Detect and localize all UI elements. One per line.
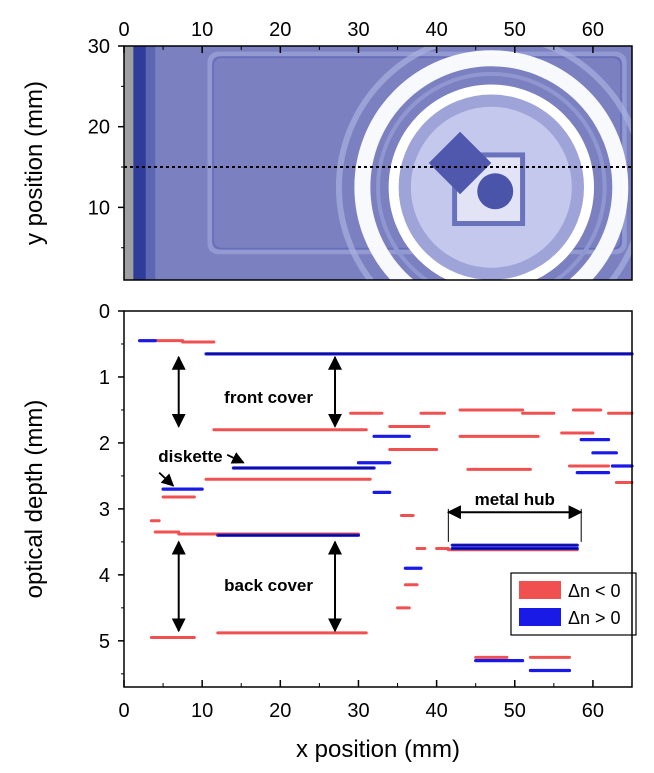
bottom-segments [138, 339, 634, 673]
annotation-front-cover: front cover [224, 388, 313, 407]
bottom-y-tick-label: 4 [99, 565, 110, 587]
top-frame [123, 45, 633, 281]
scan-circle [477, 173, 514, 210]
top-y-ticks: 10 20 30 [88, 36, 124, 249]
bottom-y-ticks: 0 1 2 3 4 5 [99, 301, 124, 675]
bottom-panel: front cover diskette metal hub back cover Δ… [21, 301, 637, 763]
top-x-tick-label: 60 [582, 19, 604, 41]
legend-swatch [519, 608, 561, 626]
top-x-tick-label: 30 [347, 19, 369, 41]
bottom-y-tick-label: 2 [99, 433, 110, 455]
bottom-y-tick-label: 0 [99, 301, 110, 323]
scan-ring-mid [376, 71, 607, 280]
top-x-tick-label: 40 [425, 19, 447, 41]
top-x-tick-label: 50 [504, 19, 526, 41]
top-panel: 0 10 20 30 40 50 60 10 20 30 y position (mm) [21, 19, 633, 281]
bottom-annotations: front cover diskette metal hub back cover [158, 388, 555, 595]
annotation-diskette: diskette [158, 447, 222, 466]
top-scan-image [124, 46, 632, 280]
bottom-y-axis-label: optical depth (mm) [21, 400, 48, 599]
top-x-tick-label: 20 [269, 19, 291, 41]
bottom-x-ticks: 0 10 20 30 40 50 60 [118, 680, 604, 722]
scan-gray-strip [124, 46, 134, 280]
legend-label: Δn < 0 [568, 581, 621, 601]
bottom-x-tick-label: 30 [347, 700, 369, 722]
top-x-tick-label: 10 [191, 19, 213, 41]
series-positive-dark [206, 353, 632, 550]
top-y-tick-label: 30 [88, 36, 110, 58]
scan-ring-outer [335, 46, 632, 280]
top-y-axis-label: y position (mm) [21, 81, 48, 245]
diskette-pointer-right [226, 452, 245, 464]
diskette-pointer-left [158, 471, 175, 487]
scan-edge-shade [145, 46, 156, 280]
legend-label: Δn > 0 [568, 608, 621, 628]
annotation-back-cover: back cover [224, 576, 313, 595]
scan-dark-edge [133, 46, 146, 280]
bottom-y-tick-label: 1 [99, 367, 110, 389]
top-x-tick-label: 0 [118, 19, 129, 41]
bottom-y-tick-label: 3 [99, 499, 110, 521]
bottom-x-tick-label: 10 [191, 700, 213, 722]
annotation-metal-hub: metal hub [475, 490, 555, 509]
bottom-x-axis-label: x position (mm) [296, 736, 460, 763]
bottom-frame [123, 310, 633, 688]
top-y-tick-label: 20 [88, 117, 110, 139]
bottom-x-tick-label: 0 [118, 700, 129, 722]
scan-ring-bright [354, 50, 629, 280]
bottom-x-tick-label: 50 [504, 700, 526, 722]
bottom-x-tick-label: 60 [582, 700, 604, 722]
bottom-arrows [158, 355, 583, 633]
scan-diamond [428, 131, 492, 195]
bottom-x-tick-label: 20 [269, 700, 291, 722]
top-y-tick-label: 10 [88, 197, 110, 219]
top-x-ticks: 0 10 20 30 40 50 60 [118, 19, 604, 53]
legend: Δn < 0 Δn > 0 [510, 572, 637, 636]
legend-swatch [519, 581, 561, 599]
bottom-y-tick-label: 5 [99, 631, 110, 653]
bottom-x-tick-label: 40 [425, 700, 447, 722]
